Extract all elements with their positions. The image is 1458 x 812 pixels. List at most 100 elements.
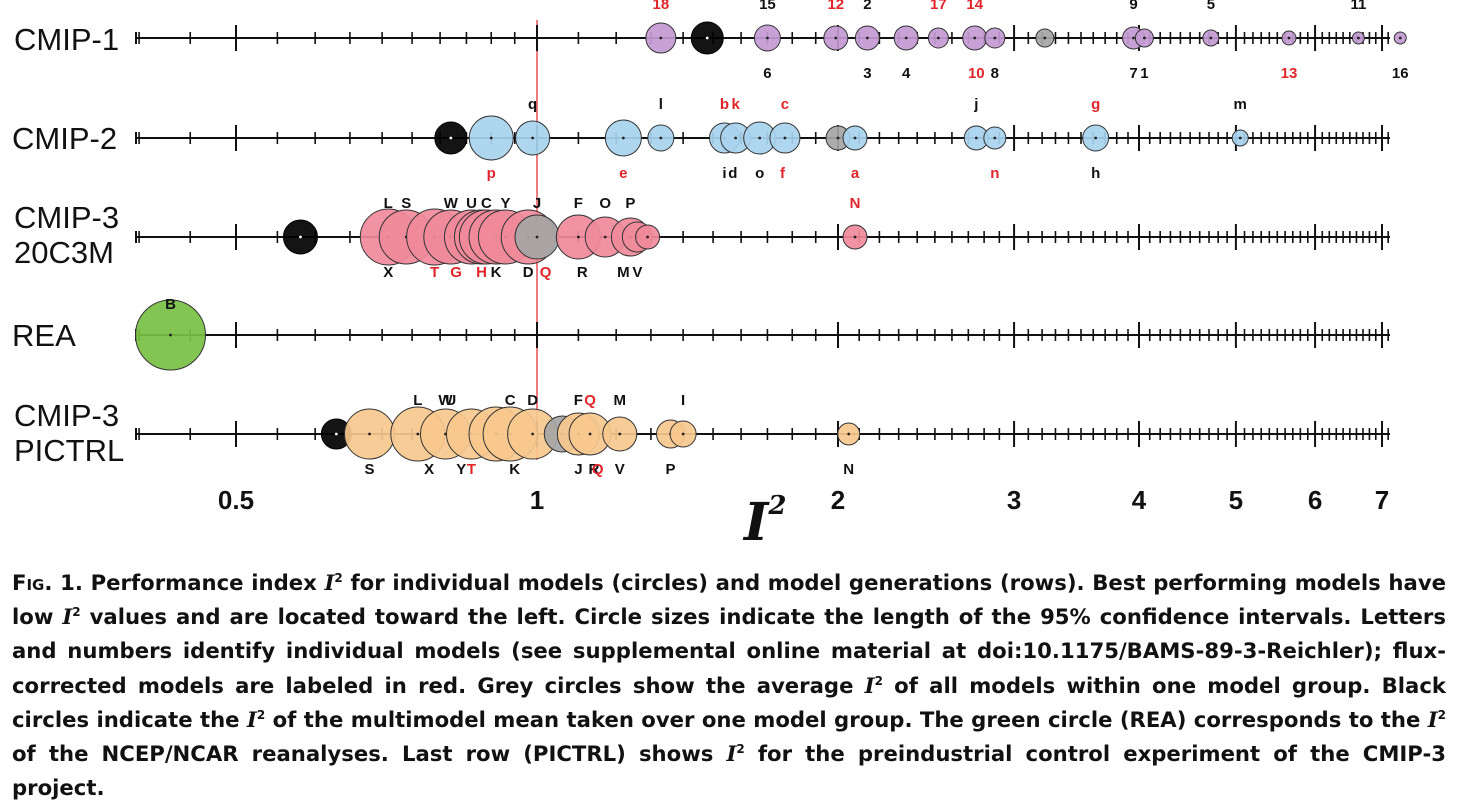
model-label: 13: [1281, 65, 1298, 82]
model-label: W: [438, 392, 453, 409]
circle-center-dot: [1132, 36, 1135, 40]
x-tick-label: 2: [831, 485, 845, 515]
model-label: O: [599, 195, 611, 212]
model-label: Y: [456, 461, 466, 478]
circle-center-dot: [853, 235, 857, 239]
caption-text: for individual models (circles) and mode…: [12, 570, 1446, 630]
model-label: i: [722, 165, 726, 182]
circle-center-dot: [659, 136, 663, 140]
model-label: 7: [1129, 65, 1137, 82]
circle-center-dot: [659, 36, 663, 40]
circle-center-dot: [705, 36, 709, 40]
caption-symbol: I: [246, 706, 257, 732]
circle-center-dot: [993, 136, 997, 140]
model-label: R: [577, 264, 588, 281]
model-label: T: [430, 264, 439, 281]
caption-superscript: 2: [334, 571, 343, 585]
circle-center-dot: [853, 136, 857, 140]
circle-center-dot: [489, 136, 493, 140]
model-label: l: [659, 96, 663, 113]
model-label: 6: [763, 65, 771, 82]
circle-center-dot: [1043, 36, 1047, 40]
model-label: D: [527, 392, 538, 409]
circle-center-dot: [368, 432, 371, 436]
model-label: W: [444, 195, 459, 212]
model-label: P: [625, 195, 635, 212]
circle-center-dot: [603, 235, 607, 239]
marks-layer: [135, 21, 1407, 462]
row-label-cmip2: CMIP-2: [12, 121, 117, 156]
model-label: I: [681, 392, 685, 409]
row-label-cmip1: CMIP-1: [14, 22, 119, 57]
model-label: g: [1091, 96, 1100, 113]
circle-center-dot: [531, 136, 535, 140]
model-label: S: [365, 461, 375, 478]
circle-center-dot: [834, 36, 838, 40]
model-label: J: [574, 461, 582, 478]
model-label: T: [467, 461, 476, 478]
caption-superscript: 2: [256, 707, 266, 722]
caption-text: of all models within one model group. Bl…: [12, 672, 1446, 732]
circle-center-dot: [1357, 36, 1360, 40]
model-label: R: [588, 461, 599, 478]
model-label: 8: [991, 65, 999, 82]
row-label-pictrl-sub: PICTRL: [14, 433, 124, 468]
circle-center-dot: [646, 235, 649, 239]
circle-center-dot: [535, 235, 539, 239]
caption-superscript: 2: [736, 742, 745, 757]
caption-superscript: 2: [1437, 707, 1447, 722]
caption-symbol: I: [726, 741, 737, 767]
model-label: N: [850, 195, 861, 212]
caption-symbol: I: [1427, 706, 1438, 732]
model-label: S: [401, 195, 411, 212]
caption-figure-number: Fig. 1.: [12, 570, 83, 595]
model-label: J: [533, 195, 541, 212]
model-label: G: [450, 264, 462, 281]
model-label: V: [632, 264, 642, 281]
circle-center-dot: [621, 136, 625, 140]
circle-center-dot: [865, 36, 869, 40]
model-label: 1: [1140, 65, 1148, 82]
model-label: U: [445, 392, 456, 409]
model-label: N: [843, 461, 854, 478]
circle-center-dot: [449, 136, 453, 140]
circle-center-dot: [416, 432, 420, 436]
circle-center-dot: [334, 432, 338, 436]
model-label: o: [755, 165, 764, 182]
model-label: 17: [930, 0, 947, 13]
circle-center-dot: [1238, 136, 1242, 140]
x-tick-label: 3: [1007, 485, 1021, 515]
circle-center-dot: [681, 432, 685, 436]
x-tick-label: 0.5: [218, 485, 254, 515]
model-label: Q: [540, 264, 552, 281]
circle-center-dot: [766, 36, 769, 40]
model-label: K: [509, 461, 520, 478]
model-label: 14: [966, 0, 983, 13]
model-label: P: [666, 461, 676, 478]
model-label: B: [165, 296, 176, 313]
model-label: 18: [652, 0, 669, 13]
circle-center-dot: [531, 432, 535, 436]
circle-center-dot: [1209, 36, 1213, 40]
caption-superscript: 2: [874, 673, 883, 688]
model-label: n: [990, 165, 999, 182]
x-tick-label: 4: [1132, 485, 1147, 515]
model-label: 16: [1392, 65, 1409, 82]
circle-center-dot: [783, 136, 787, 140]
circle-center-dot: [299, 235, 302, 239]
model-label: c: [781, 96, 789, 113]
x-tick-label: 7: [1375, 485, 1389, 515]
model-label: H: [476, 264, 487, 281]
caption-text: of the NCEP/NCAR reanalyses. Last row (P…: [12, 741, 727, 767]
model-label: F: [574, 195, 583, 212]
caption-symbol: I: [864, 672, 875, 698]
circle-center-dot: [836, 136, 840, 140]
caption-text: for the preindustrial control experiment…: [12, 741, 1446, 801]
row-label-cmip3-20c3m: CMIP-3: [14, 200, 119, 235]
model-label: 11: [1351, 0, 1367, 13]
caption-text: Performance index: [82, 570, 325, 595]
figure-caption: Fig. 1. Performance index I2 for individ…: [12, 566, 1446, 805]
model-label: D: [523, 264, 534, 281]
model-label: L: [384, 195, 393, 212]
